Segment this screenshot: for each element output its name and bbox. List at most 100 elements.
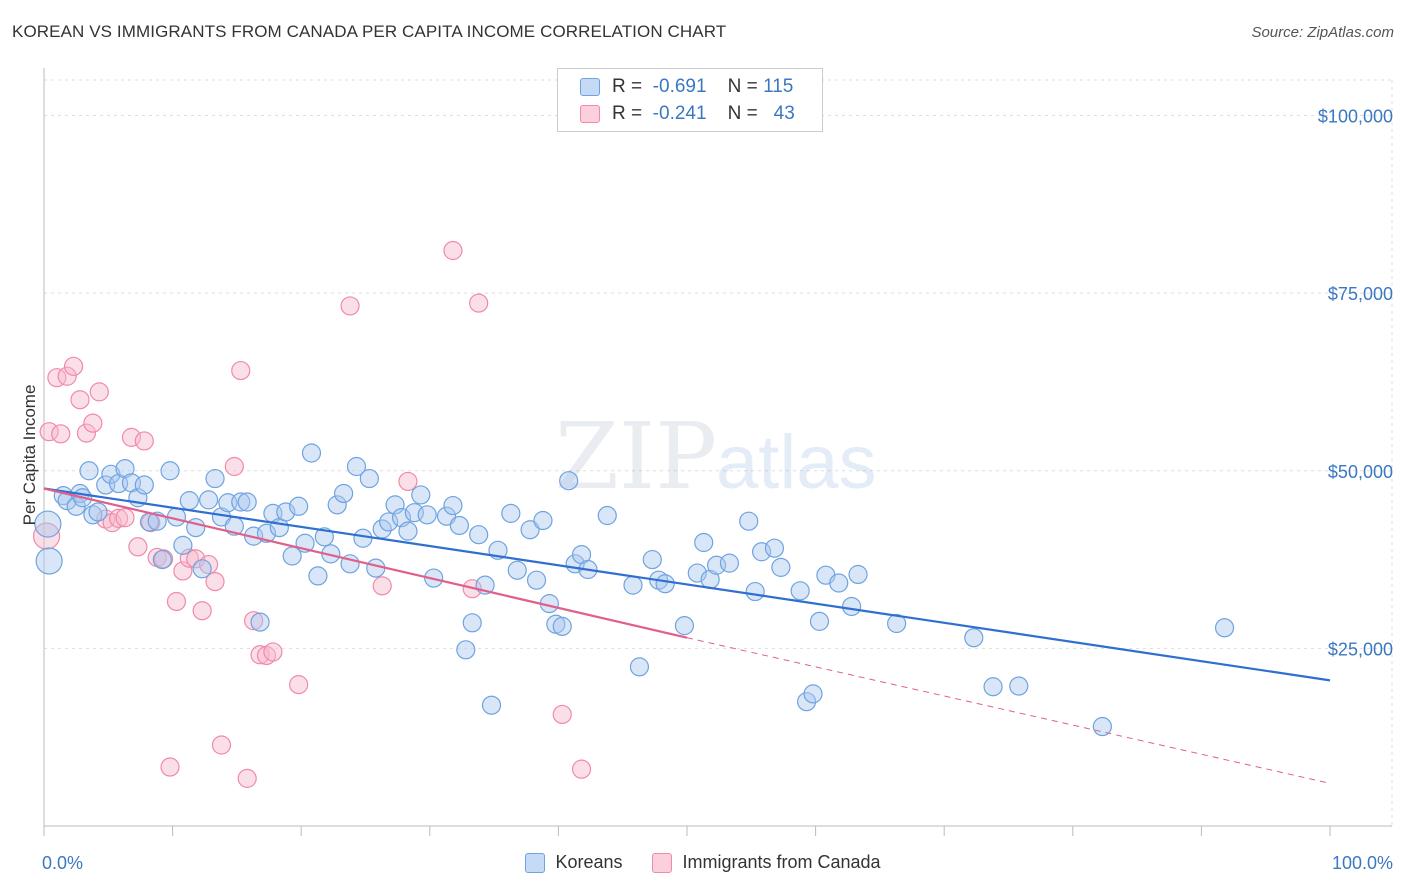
data-point: [411, 485, 431, 505]
data-point: [359, 468, 379, 489]
data-point: [128, 537, 148, 557]
data-point: [674, 616, 695, 636]
trend-line-canada-extrapolated: [686, 637, 1331, 784]
data-point: [34, 510, 62, 538]
data-point: [1009, 676, 1029, 696]
watermark-atlas: atlas: [716, 420, 877, 505]
data-point: [152, 549, 172, 570]
data-point: [192, 601, 212, 621]
series-swatch-koreans: [525, 852, 546, 873]
data-point: [771, 557, 791, 577]
data-point: [398, 521, 418, 541]
data-point: [796, 692, 817, 712]
data-point: [379, 512, 399, 532]
data-point: [571, 759, 592, 779]
y-tick-label: $25,000: [1328, 639, 1393, 659]
data-point: [983, 677, 1003, 697]
data-point: [552, 704, 572, 725]
data-point: [417, 505, 437, 525]
data-point: [456, 640, 476, 660]
watermark: ZIP atlas: [555, 403, 877, 510]
data-point: [314, 527, 334, 547]
data-point: [501, 503, 521, 523]
series-legend-label: Immigrants from Canada: [682, 852, 881, 872]
data-point: [552, 616, 572, 636]
data-point: [629, 657, 650, 677]
data-point: [623, 575, 643, 595]
data-point: [308, 566, 328, 586]
legend-row-koreans: R = -0.691 N = 115: [580, 75, 793, 99]
data-point: [115, 508, 135, 528]
series-legend: Koreans Immigrants from Canada: [0, 852, 1406, 873]
legend-n-value-koreans: 115: [763, 76, 794, 97]
series-legend-label: Koreans: [555, 852, 623, 872]
data-point: [160, 461, 180, 481]
data-point: [301, 443, 322, 463]
data-point: [655, 574, 675, 594]
legend-r-value-canada: -0.241: [652, 103, 707, 124]
data-point: [32, 522, 61, 550]
series-legend-koreans: Koreans: [525, 852, 622, 873]
data-point: [353, 528, 373, 548]
data-point: [719, 553, 740, 573]
legend-n-label: N =: [727, 76, 758, 97]
data-point: [88, 502, 108, 522]
data-point: [205, 571, 225, 592]
data-point: [237, 768, 257, 788]
correlation-legend: R = -0.691 N = 115 R = -0.241 N = 43: [557, 68, 823, 132]
data-point: [507, 560, 527, 580]
data-point: [848, 564, 868, 585]
data-point: [153, 549, 174, 569]
data-point: [115, 459, 135, 479]
data-point: [449, 515, 469, 536]
data-point: [179, 491, 199, 511]
data-point: [63, 356, 84, 376]
data-point: [47, 368, 67, 388]
trend-line-canada: [43, 487, 688, 639]
data-point: [809, 611, 830, 631]
data-point: [469, 525, 489, 545]
data-point: [173, 535, 193, 555]
axis-labels: $25,000 $50,000 $75,000 $100,000 0.0% 100.0% P…: [20, 107, 1393, 873]
data-point: [57, 366, 77, 386]
y-tick-label: $50,000: [1328, 462, 1393, 482]
data-point: [89, 382, 109, 402]
data-point: [134, 431, 154, 451]
chart-title: KOREAN VS IMMIGRANTS FROM CANADA PER CAP…: [12, 22, 727, 41]
data-point: [205, 468, 225, 489]
legend-swatch-canada: [580, 105, 600, 123]
data-point: [559, 471, 579, 491]
data-point: [70, 390, 90, 410]
data-point: [231, 492, 251, 512]
legend-r-value-koreans: -0.691: [652, 76, 707, 97]
axes: [43, 68, 1392, 827]
data-point: [199, 490, 219, 510]
data-point: [166, 591, 187, 612]
y-axis-label: Per Capita Income: [20, 385, 39, 526]
legend-n-value-canada: 43: [773, 103, 795, 124]
data-point: [289, 496, 309, 516]
data-point: [83, 505, 103, 525]
axis-ticks: [43, 826, 1331, 836]
trend-line-koreans: [43, 487, 1331, 682]
data-point: [462, 613, 482, 633]
data-point: [192, 559, 212, 579]
data-point: [597, 505, 617, 526]
legend-r-label: R =: [612, 76, 643, 97]
data-point: [76, 423, 97, 443]
trend-lines: [43, 487, 1331, 784]
data-point: [745, 581, 765, 602]
data-point: [231, 360, 251, 381]
data-point: [887, 613, 907, 634]
data-point: [237, 492, 257, 512]
data-point: [244, 611, 264, 631]
data-point: [346, 456, 367, 477]
data-point: [803, 684, 823, 704]
data-point: [334, 483, 354, 504]
data-point: [1214, 618, 1235, 638]
data-point: [829, 573, 849, 593]
data-point: [964, 628, 984, 648]
data-point: [443, 495, 463, 516]
y-tick-label: $100,000: [1318, 107, 1393, 127]
